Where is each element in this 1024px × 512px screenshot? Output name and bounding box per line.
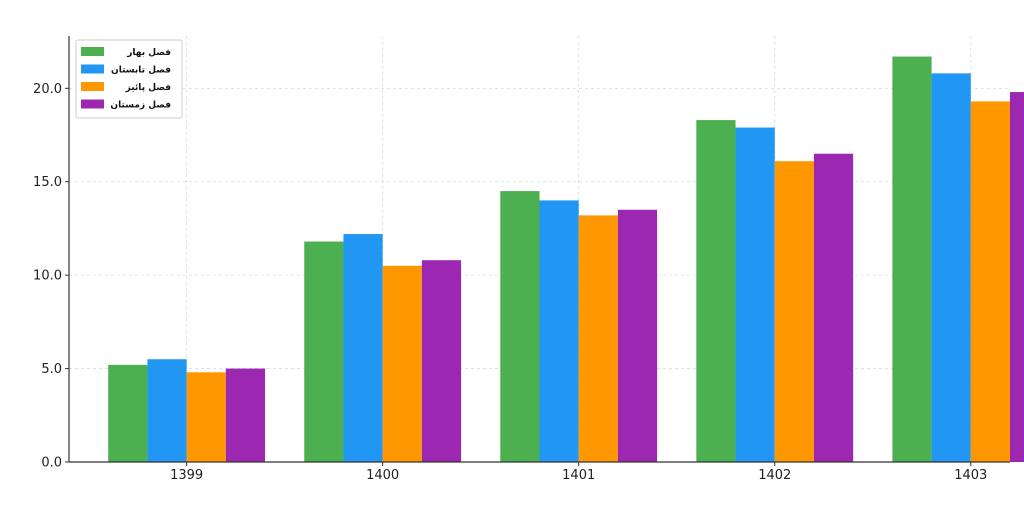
- axes: 0.0 5.0 10.0 15.0 20.0 1399 1400 1401 1402 1403: [33, 36, 1010, 483]
- legend-entry: فصل زمستان: [110, 101, 171, 111]
- legend-entry: فصل پائیز: [125, 83, 171, 93]
- bar: [500, 191, 540, 462]
- y-tick-label: 15.0: [33, 175, 62, 190]
- bar: [421, 260, 462, 462]
- legend-swatch: [81, 82, 104, 91]
- legend-entry: فصل تابستان: [111, 66, 171, 76]
- bar: [931, 73, 971, 463]
- legend-entry: فصل بهار: [126, 48, 171, 58]
- bar: [539, 200, 579, 462]
- bar: [186, 372, 226, 462]
- bar: [1010, 92, 1024, 462]
- x-tick-label: 1401: [562, 468, 595, 483]
- bar: [813, 153, 854, 463]
- legend-frame: [75, 39, 183, 119]
- y-tick-label: 5.0: [41, 362, 62, 377]
- y-tick-label: 0.0: [41, 456, 62, 471]
- bar: [970, 101, 1010, 462]
- bar: [225, 368, 266, 462]
- bars: [108, 56, 1024, 463]
- legend-swatch: [81, 64, 104, 74]
- x-tick-label: 1402: [758, 468, 791, 483]
- bar: [774, 161, 814, 462]
- bar: [304, 241, 344, 462]
- bar: [696, 120, 736, 462]
- legend-swatch: [81, 99, 104, 109]
- y-tick-label: 20.0: [33, 82, 62, 97]
- legend-swatch: [81, 47, 104, 56]
- x-tick-label: 1400: [366, 468, 399, 483]
- bar: [735, 127, 775, 462]
- bar: [892, 56, 932, 462]
- bar: [382, 265, 422, 462]
- legend: فصل بهار فصل تابستان فصل پائیز فصل زمستان: [75, 39, 183, 119]
- x-tick-label: 1399: [170, 468, 203, 483]
- x-tick-label: 1403: [954, 468, 987, 483]
- bar: [578, 215, 618, 462]
- y-tick-label: 10.0: [33, 269, 62, 284]
- bar: [147, 359, 187, 462]
- bar: [343, 234, 383, 462]
- bar: [617, 209, 658, 462]
- bar: [108, 364, 148, 462]
